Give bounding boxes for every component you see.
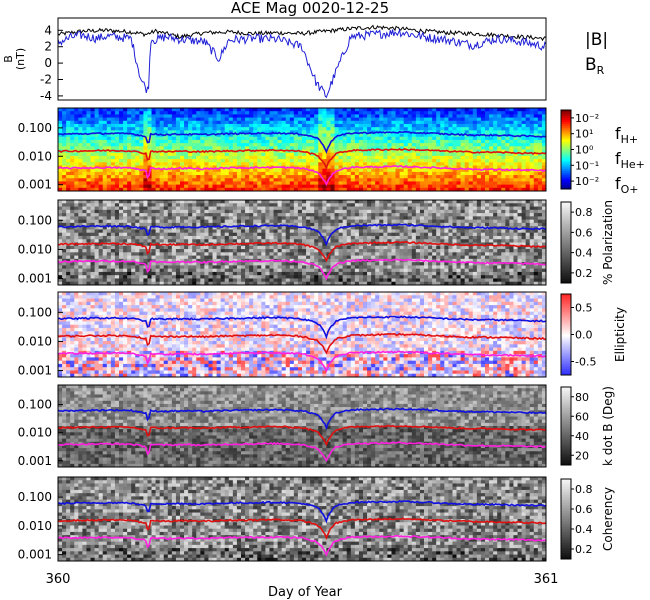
colorbar-tick-label: 0.8: [575, 206, 593, 219]
legend-he: fHe+: [615, 149, 645, 171]
ellipticity-frame: [57, 291, 547, 378]
coherency-frame: [57, 476, 547, 562]
colorbar-tick-label: 0.5: [575, 302, 593, 315]
colorbar-tick-label: 0.4: [575, 247, 593, 260]
freq-tick-label: 0.010: [18, 334, 52, 348]
x-tick-start: 360: [46, 572, 71, 587]
freq-tick-label: 0.010: [18, 149, 52, 163]
freq-tick-label: 0.010: [18, 426, 52, 440]
polarization-cells: [58, 200, 547, 286]
power-cells: [58, 108, 547, 192]
power-panel: 0.100 0.010 0.001 10⁻² 10¹ 10⁰ 10⁻¹ 10⁻² fH+ fHe+…: [18, 107, 645, 196]
colorbar-tick-label: 0.8: [575, 483, 593, 496]
colorbar-tick-label: 40: [575, 430, 589, 443]
freq-tick-label: 0.001: [18, 272, 52, 286]
colorbar-tick-label: 0.2: [575, 543, 593, 556]
freq-tick-label: 0.001: [18, 548, 52, 562]
colorbar-tick-label: 10⁻¹: [575, 159, 599, 172]
f-o-line: [57, 350, 547, 373]
colorbar-label: Coherency: [601, 487, 615, 551]
b-field-panel: 4 2 0 -2 -4 B (nT) |B| BR: [2, 17, 608, 103]
f-he-line: [58, 332, 547, 355]
kdotb-frame: [57, 384, 547, 468]
freq-tick-label: 0.100: [18, 213, 52, 227]
coherency-panel: 0.100 0.010 0.001 0.8 0.6 0.4 0.2 Coherency: [18, 476, 615, 562]
f-he-line: [57, 147, 547, 171]
colorbar-tick-label: 0.6: [575, 226, 593, 239]
polarization-panel: 0.100 0.010 0.001 0.8 0.6 0.4 0.2 % Polarizatio…: [18, 199, 615, 286]
b-y-tick-label: -2: [40, 73, 52, 87]
f-o-line: [57, 164, 547, 187]
b-radial-line: [57, 28, 547, 99]
power-frame: [57, 107, 547, 192]
freq-tick-label: 0.001: [18, 364, 52, 378]
colorbar-label: Ellipticity: [613, 307, 627, 362]
kdotb-panel: 0.100 0.010 0.001 80 60 40 20 k dot B (Deg): [18, 384, 615, 468]
colorbar-tick-label: 0.0: [575, 329, 593, 342]
x-tick-end: 361: [534, 572, 559, 587]
legend-b-radial: BR: [585, 55, 605, 77]
polarization-frame: [57, 199, 547, 286]
colorbar-tick-label: 10⁻²: [575, 175, 599, 188]
b-total-line: [57, 24, 547, 42]
f-h-line: [57, 407, 547, 431]
b-y-axis-unit: (nT): [14, 48, 27, 70]
f-he-line: [57, 517, 547, 540]
freq-tick-label: 0.010: [18, 519, 52, 533]
ellipticity-panel: 0.100 0.010 0.001 0.5 0.0 -0.5 Ellipticity: [18, 291, 627, 378]
coherency-colorbar: 0.8 0.6 0.4 0.2 Coherency: [560, 478, 615, 560]
colorbar-tick-label: 10⁻²: [575, 112, 599, 125]
f-o-line: [57, 258, 547, 281]
ellipticity-colorbar: 0.5 0.0 -0.5 Ellipticity: [560, 293, 627, 376]
freq-tick-label: 0.100: [18, 490, 52, 504]
legend-o: fO+: [615, 174, 639, 196]
polarization-colorbar: 0.8 0.6 0.4 0.2 % Polarization: [560, 200, 615, 285]
colorbar-tick-label: 10⁰: [575, 144, 594, 157]
figure-title: ACE Mag 0020-12-25: [231, 0, 389, 17]
colorbar-tick-label: 60: [575, 410, 589, 423]
colorbar-label: % Polarization: [601, 200, 615, 285]
kdotb-colorbar: 80 60 40 20 k dot B (Deg): [560, 386, 615, 466]
f-h-line: [57, 223, 547, 247]
f-o-line: [57, 534, 547, 557]
x-axis-label: Day of Year: [268, 585, 343, 600]
b-y-tick-label: 4: [44, 23, 52, 37]
f-he-line: [57, 240, 547, 263]
f-o-line: [57, 441, 547, 463]
f-h-line: [57, 499, 546, 524]
colorbar-tick-label: -0.5: [575, 356, 596, 369]
freq-tick-label: 0.100: [18, 305, 52, 319]
coherency-cells: [58, 477, 547, 562]
colorbar-tick-label: 10¹: [575, 128, 593, 141]
b-field-frame: [57, 17, 547, 101]
colorbar-tick-label: 0.4: [575, 523, 593, 536]
freq-tick-label: 0.100: [18, 121, 52, 135]
freq-tick-label: 0.001: [18, 178, 52, 192]
colorbar-tick-label: 20: [575, 449, 589, 462]
power-colorbar: 10⁻² 10¹ 10⁰ 10⁻¹ 10⁻²: [560, 109, 599, 190]
colorbar-label: k dot B (Deg): [601, 386, 615, 466]
b-y-axis-label: B: [2, 55, 15, 63]
b-y-tick-label: 2: [44, 40, 52, 54]
legend-b-total: |B|: [585, 30, 608, 50]
colorbar-tick-label: 0.6: [575, 503, 593, 516]
f-h-line: [57, 315, 547, 340]
freq-tick-label: 0.010: [18, 242, 52, 256]
legend-h: fH+: [615, 124, 638, 146]
b-y-tick-label: 0: [44, 56, 52, 70]
ellipticity-cells: [58, 292, 547, 378]
f-h-line: [58, 130, 547, 154]
kdotb-cells: [58, 385, 547, 468]
f-he-line: [57, 424, 547, 447]
colorbar-tick-label: 80: [575, 391, 589, 404]
freq-tick-label: 0.001: [18, 454, 52, 468]
b-y-tick-label: -4: [40, 89, 52, 103]
freq-tick-label: 0.100: [18, 398, 52, 412]
colorbar-tick-label: 0.2: [575, 267, 593, 280]
